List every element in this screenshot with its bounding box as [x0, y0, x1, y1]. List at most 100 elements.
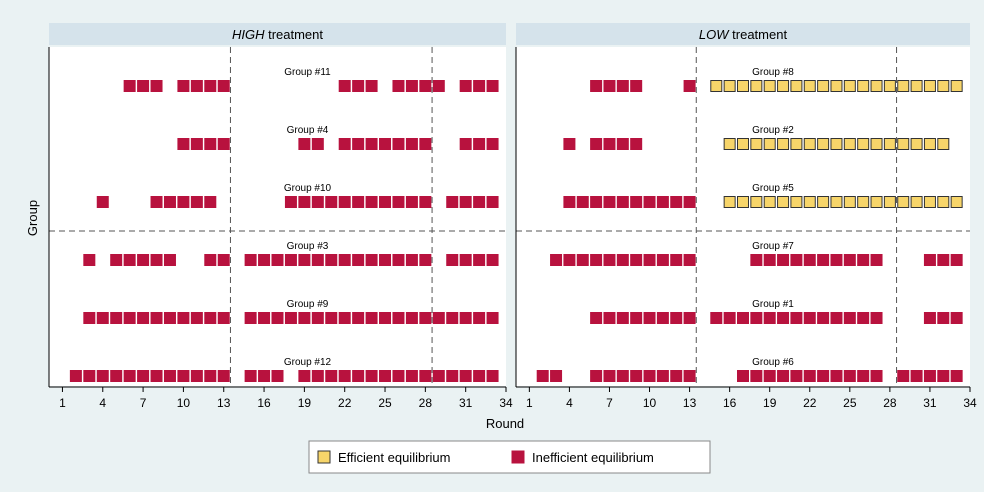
round-marker: [83, 254, 96, 266]
round-marker: [590, 370, 603, 382]
round-marker: [883, 196, 896, 208]
round-marker: [110, 254, 123, 266]
group-label: Group #8: [752, 67, 794, 78]
round-marker: [763, 196, 776, 208]
round-marker: [950, 254, 963, 266]
round-marker: [550, 254, 563, 266]
round-marker: [710, 80, 723, 92]
round-marker: [486, 138, 499, 150]
x-tick-label: 10: [643, 396, 657, 410]
round-marker: [830, 80, 843, 92]
round-marker: [204, 254, 217, 266]
round-marker: [590, 254, 603, 266]
round-marker: [190, 138, 203, 150]
round-marker: [311, 370, 324, 382]
round-marker: [392, 80, 405, 92]
round-marker: [830, 370, 843, 382]
round-marker: [737, 80, 749, 92]
round-marker: [392, 254, 405, 266]
round-marker: [325, 196, 338, 208]
x-tick-label: 4: [99, 396, 106, 410]
group-label: Group #3: [287, 241, 329, 252]
round-marker: [419, 80, 432, 92]
x-tick-label: 34: [963, 396, 977, 410]
group-label: Group #5: [752, 183, 794, 194]
round-marker: [870, 138, 883, 150]
round-marker: [763, 312, 776, 324]
round-marker: [271, 312, 284, 324]
round-marker: [630, 254, 643, 266]
x-tick-label: 13: [217, 396, 231, 410]
round-marker: [379, 196, 392, 208]
round-marker: [284, 254, 297, 266]
round-marker: [110, 312, 123, 324]
round-marker: [150, 80, 163, 92]
round-marker: [630, 312, 643, 324]
x-tick-label: 22: [803, 396, 817, 410]
round-marker: [244, 370, 257, 382]
x-tick-label: 25: [843, 396, 857, 410]
round-marker: [190, 370, 203, 382]
round-marker: [163, 254, 176, 266]
round-marker: [643, 370, 656, 382]
group-label: Group #10: [284, 183, 332, 194]
round-marker: [217, 312, 230, 324]
round-marker: [750, 312, 763, 324]
round-marker: [590, 312, 603, 324]
round-marker: [803, 80, 816, 92]
round-marker: [137, 254, 150, 266]
legend-label: Inefficient equilibrium: [532, 450, 654, 465]
panel-title-rest: treatment: [732, 27, 787, 42]
round-marker: [857, 312, 870, 324]
round-marker: [150, 196, 163, 208]
round-marker: [723, 80, 736, 92]
round-marker: [459, 370, 472, 382]
round-marker: [150, 254, 163, 266]
round-marker: [338, 312, 351, 324]
round-marker: [857, 370, 870, 382]
round-marker: [897, 370, 910, 382]
x-tick-label: 4: [566, 396, 573, 410]
round-marker: [405, 254, 418, 266]
x-tick-label: 31: [923, 396, 937, 410]
round-marker: [177, 80, 190, 92]
round-marker: [419, 312, 432, 324]
round-marker: [910, 138, 923, 150]
round-marker: [870, 196, 883, 208]
x-tick-label: 13: [683, 396, 697, 410]
round-marker: [473, 370, 486, 382]
round-marker: [486, 312, 499, 324]
round-marker: [590, 196, 603, 208]
legend-label: Efficient equilibrium: [338, 450, 450, 465]
round-marker: [656, 370, 669, 382]
round-marker: [137, 80, 150, 92]
round-marker: [870, 254, 883, 266]
round-marker: [923, 80, 936, 92]
round-marker: [817, 312, 830, 324]
x-tick-label: 7: [606, 396, 613, 410]
round-marker: [683, 254, 696, 266]
round-marker: [723, 138, 736, 150]
group-label: Group #1: [752, 299, 794, 310]
round-marker: [473, 312, 486, 324]
round-marker: [803, 196, 816, 208]
round-marker: [803, 370, 816, 382]
round-marker: [352, 254, 365, 266]
round-marker: [643, 254, 656, 266]
round-marker: [405, 312, 418, 324]
round-marker: [163, 196, 176, 208]
round-marker: [379, 138, 392, 150]
round-marker: [870, 312, 883, 324]
round-marker: [177, 370, 190, 382]
round-marker: [298, 254, 311, 266]
round-marker: [857, 80, 870, 92]
round-marker: [96, 196, 109, 208]
round-marker: [883, 80, 896, 92]
round-marker: [843, 80, 856, 92]
round-marker: [750, 370, 763, 382]
round-marker: [244, 312, 257, 324]
round-marker: [603, 370, 616, 382]
round-marker: [123, 312, 136, 324]
round-marker: [325, 312, 338, 324]
round-marker: [683, 312, 696, 324]
